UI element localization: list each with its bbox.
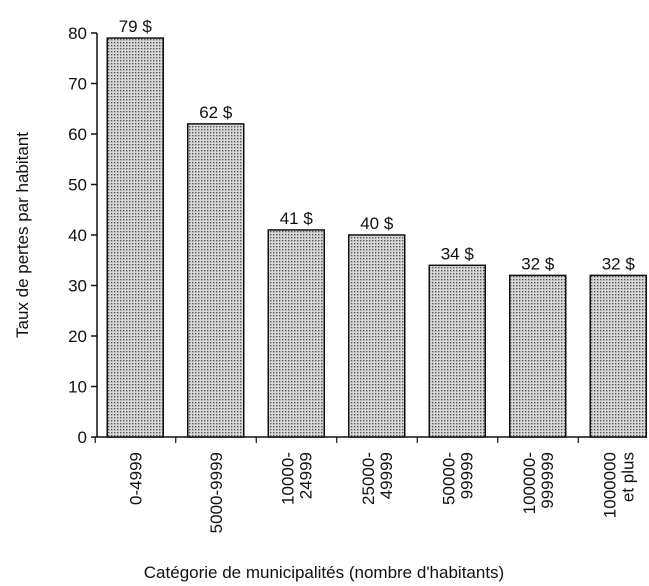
bar bbox=[187, 123, 245, 438]
y-tick-label: 20 bbox=[68, 327, 87, 346]
y-tick-label: 50 bbox=[68, 176, 87, 195]
x-tick-label: 1000000et plus bbox=[600, 452, 637, 518]
x-tick-label: 25000-49999 bbox=[359, 452, 396, 505]
y-tick-label: 0 bbox=[78, 428, 87, 447]
y-tick-label: 30 bbox=[68, 277, 87, 296]
x-axis-label: Catégorie de municipalités (nombre d'hab… bbox=[144, 563, 504, 582]
bar bbox=[589, 274, 647, 438]
value-label: 79 $ bbox=[119, 17, 153, 36]
y-tick-label: 70 bbox=[68, 75, 87, 94]
bar bbox=[428, 264, 486, 438]
x-tick-label: 10000-24999 bbox=[278, 452, 315, 505]
y-tick-label: 10 bbox=[68, 378, 87, 397]
value-label: 34 $ bbox=[441, 244, 475, 263]
bar bbox=[509, 274, 567, 438]
x-tick-label: 5000-9999 bbox=[207, 452, 226, 533]
y-tick-label: 60 bbox=[68, 125, 87, 144]
x-tick-label: 50000-99999 bbox=[439, 452, 476, 505]
bar bbox=[267, 229, 325, 438]
bar bbox=[106, 37, 164, 438]
value-label: 40 $ bbox=[360, 214, 394, 233]
value-label: 41 $ bbox=[280, 209, 314, 228]
value-label: 62 $ bbox=[199, 103, 233, 122]
y-tick-label: 40 bbox=[68, 226, 87, 245]
x-tick-label: 100000-999999 bbox=[520, 452, 557, 514]
bar bbox=[348, 234, 406, 438]
value-label: 32 $ bbox=[521, 254, 555, 273]
x-tick-label: 0-4999 bbox=[126, 452, 145, 505]
y-axis-label: Taux de pertes par habitant bbox=[13, 132, 32, 338]
y-tick-label: 80 bbox=[68, 24, 87, 43]
value-label: 32 $ bbox=[602, 254, 636, 273]
